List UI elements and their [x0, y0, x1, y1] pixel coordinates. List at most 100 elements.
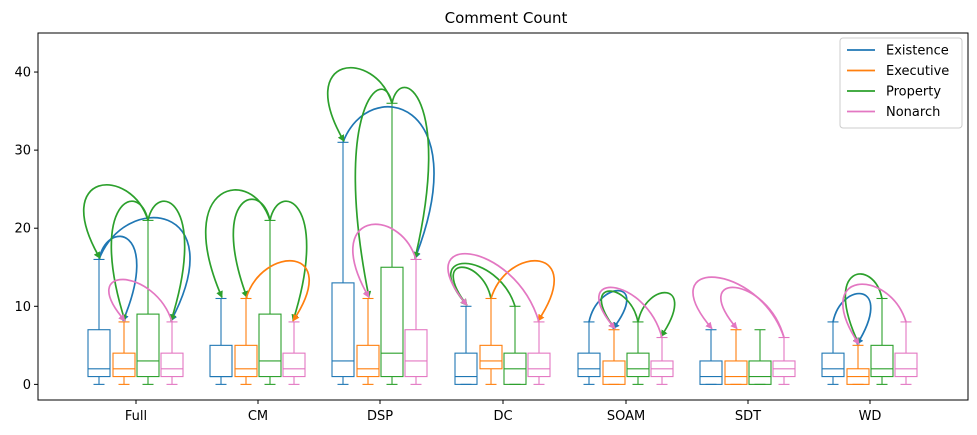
arrow-wd-nonarch-to-executive	[842, 283, 907, 345]
arrow-soam-property-to-nonarch	[637, 291, 676, 338]
x-axis: Full CM DSP DC SOAM SDT WD	[125, 400, 882, 424]
arrow-dsp-existence-to-nonarch	[342, 106, 435, 260]
arrow-cm-property-to-existence	[204, 189, 271, 299]
arrow-soam-existence-to-executive	[588, 289, 628, 330]
box-executive-wd	[846, 344, 870, 385]
box-body	[356, 344, 380, 378]
x-tick-label-cm: CM	[248, 409, 268, 424]
box-existence-cm	[209, 297, 233, 385]
arrow-cm-property-to-nonarch	[269, 200, 308, 322]
box-existence-wd	[821, 321, 845, 385]
box-body	[748, 360, 772, 385]
box-property-full	[136, 219, 160, 385]
legend-entry-executive: Executive	[847, 64, 949, 79]
box-property-wd	[870, 297, 894, 385]
box-nonarch-wd	[894, 321, 918, 385]
box-body	[112, 352, 136, 378]
arrow-wd-existence-to-executive	[832, 292, 872, 345]
legend-label: Nonarch	[886, 105, 940, 120]
box-executive-dsp	[356, 297, 380, 385]
arrow-full-property-to-existence	[82, 184, 149, 260]
box-body	[331, 282, 355, 378]
box-body	[527, 352, 551, 378]
box-body	[380, 266, 404, 378]
box-executive-full	[112, 321, 136, 385]
arrow-cm-property-to-executive	[232, 198, 271, 299]
box-body	[894, 352, 918, 378]
arrow-sdt-nonarch-to-executive	[720, 286, 785, 338]
box-body	[234, 344, 258, 378]
boxes-layer	[87, 102, 918, 385]
arrow-dsp-property-to-executive	[354, 88, 393, 299]
x-tick-label-soam: SOAM	[607, 409, 645, 424]
arrows-layer	[82, 66, 907, 345]
legend-entry-existence: Existence	[847, 44, 949, 59]
arrow-full-property-to-nonarch	[147, 200, 186, 322]
arrow-dsp-property-to-existence	[326, 66, 393, 142]
arrow-dc-executive-to-nonarch	[490, 259, 555, 322]
box-nonarch-cm	[282, 321, 306, 385]
box-existence-soam	[577, 321, 601, 385]
arrow-soam-property-to-executive	[600, 290, 639, 330]
box-nonarch-dc	[527, 321, 551, 385]
legend: Existence Executive Property Nonarch	[839, 37, 963, 129]
arrow-soam-nonarch-to-executive	[598, 286, 663, 338]
box-property-sdt	[748, 329, 772, 385]
legend-frame	[839, 37, 963, 129]
box-body	[821, 352, 845, 378]
box-nonarch-full	[160, 321, 184, 385]
y-axis: 0 10 20 30 40	[14, 66, 38, 393]
box-executive-soam	[602, 329, 626, 385]
box-body	[602, 360, 626, 385]
box-body	[699, 360, 723, 385]
x-tick-label-dc: DC	[493, 409, 512, 424]
box-existence-dsp	[331, 141, 355, 385]
box-executive-dc	[479, 297, 503, 385]
arrow-dc-executive-to-existence	[452, 266, 492, 306]
box-body	[209, 344, 233, 378]
arrow-dc-nonarch-to-existence	[447, 252, 540, 323]
box-body	[724, 360, 748, 385]
box-body	[160, 352, 184, 378]
y-tick-label: 40	[14, 66, 31, 81]
box-property-soam	[626, 321, 650, 385]
box-property-dsp	[380, 102, 404, 385]
legend-label: Existence	[886, 44, 949, 59]
plot-frame	[37, 32, 969, 401]
x-tick-label-dsp: DSP	[367, 409, 393, 424]
box-existence-dc	[454, 305, 478, 385]
box-body	[404, 329, 428, 378]
box-body	[258, 313, 282, 378]
box-body	[136, 313, 160, 378]
box-nonarch-soam	[650, 336, 674, 385]
box-property-cm	[258, 219, 282, 385]
box-nonarch-dsp	[404, 258, 428, 385]
box-body	[282, 352, 306, 378]
arrow-sdt-nonarch-to-existence	[692, 276, 785, 338]
y-tick-label: 0	[23, 378, 31, 393]
chart-title: Comment Count	[445, 9, 568, 27]
x-tick-label-sdt: SDT	[735, 409, 761, 424]
arrow-cm-executive-to-nonarch	[245, 259, 310, 322]
box-existence-sdt	[699, 329, 723, 385]
legend-entry-nonarch: Nonarch	[847, 105, 940, 120]
box-property-dc	[503, 305, 527, 385]
x-tick-label-wd: WD	[859, 409, 882, 424]
y-tick-label: 10	[14, 300, 31, 315]
y-tick-label: 20	[14, 222, 31, 237]
arrow-dsp-nonarch-to-executive	[352, 223, 417, 299]
legend-label: Executive	[886, 64, 949, 79]
box-body	[626, 352, 650, 378]
box-body	[87, 329, 111, 378]
legend-label: Property	[886, 85, 941, 100]
box-body	[454, 352, 478, 385]
arrow-full-existence-to-nonarch	[98, 216, 191, 322]
box-body	[479, 344, 503, 370]
arrow-dsp-property-to-nonarch	[391, 86, 430, 260]
arrow-dc-property-to-existence	[450, 262, 516, 307]
box-existence-full	[87, 258, 111, 385]
arrow-full-nonarch-to-executive	[108, 278, 173, 323]
x-tick-label-full: Full	[125, 409, 147, 424]
box-body	[577, 352, 601, 378]
